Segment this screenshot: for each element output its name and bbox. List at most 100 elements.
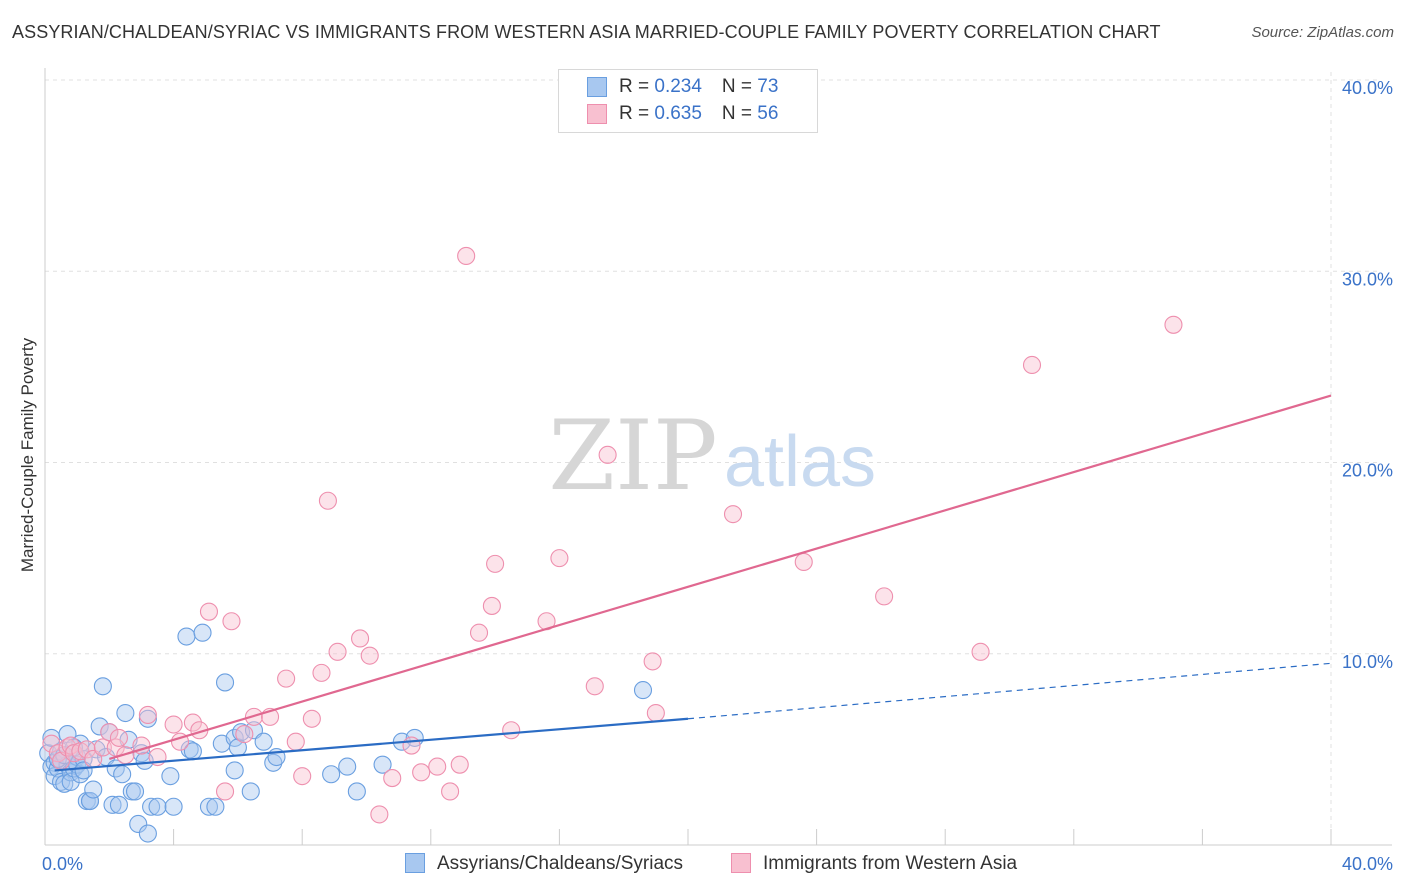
data-point-immigrants	[402, 736, 421, 755]
y-tick-label: 30.0%	[1342, 269, 1393, 289]
data-point-assyrians	[180, 740, 199, 759]
data-point-immigrants	[164, 715, 183, 734]
data-point-assyrians	[142, 797, 161, 816]
data-point-assyrians	[55, 774, 74, 793]
data-point-assyrians	[84, 780, 103, 799]
data-point-assyrians	[90, 717, 109, 736]
data-point-assyrians	[161, 767, 180, 786]
data-point-immigrants	[412, 763, 431, 782]
data-point-assyrians	[264, 753, 283, 772]
legend-r-value: 0.234	[654, 76, 702, 97]
data-point-assyrians	[225, 761, 244, 780]
data-point-assyrians	[254, 732, 273, 751]
source-label: Source: ZipAtlas.com	[1251, 24, 1394, 41]
data-point-immigrants	[1164, 315, 1183, 334]
series-immigrants	[42, 246, 1183, 824]
data-point-immigrants	[450, 755, 469, 774]
data-point-immigrants	[550, 549, 569, 568]
y-tick-label: 20.0%	[1342, 461, 1393, 481]
legend-text: R = 0.635 N = 56	[619, 102, 778, 126]
data-point-immigrants	[138, 705, 157, 725]
data-point-assyrians	[116, 703, 135, 723]
data-point-immigrants	[360, 646, 379, 665]
legend-n-label: N =	[721, 103, 758, 124]
legend-swatch-pink	[587, 104, 607, 124]
x-tick-label: 40.0%	[1342, 854, 1393, 874]
data-point-immigrants	[723, 505, 743, 524]
data-point-immigrants	[302, 709, 321, 728]
data-point-immigrants	[235, 725, 254, 744]
bottom-legend-label: Assyrians/Chaldeans/Syriacs	[437, 853, 684, 874]
data-point-assyrians	[125, 782, 145, 801]
data-point-assyrians	[87, 740, 106, 759]
data-point-immigrants	[370, 805, 389, 824]
data-point-immigrants	[486, 554, 505, 573]
data-point-assyrians	[347, 782, 366, 801]
data-point-assyrians	[80, 791, 100, 811]
data-point-immigrants	[875, 587, 894, 606]
data-point-immigrants	[318, 491, 337, 510]
data-point-assyrians	[138, 709, 157, 728]
data-point-immigrants	[457, 246, 476, 265]
tick-labels: 10.0% 20.0% 30.0% 40.0% 0.0% 40.0%	[42, 78, 1393, 874]
axes	[44, 68, 1392, 846]
data-point-immigrants	[643, 652, 662, 671]
legend-r-value: 0.635	[654, 103, 702, 124]
data-point-assyrians	[164, 797, 183, 816]
bottom-legend-swatch-pink	[731, 853, 751, 873]
data-point-assyrians	[633, 681, 653, 700]
data-point-assyrians	[148, 797, 167, 816]
data-point-assyrians	[215, 673, 235, 692]
data-point-assyrians	[109, 795, 128, 814]
data-point-immigrants	[441, 782, 460, 801]
trend-line-assyrians-extension	[687, 662, 1332, 720]
data-point-assyrians	[322, 765, 341, 784]
stats-legend: R = 0.234 N = 73 R = 0.635 N = 56	[558, 69, 818, 133]
data-point-assyrians	[52, 772, 71, 791]
data-point-immigrants	[351, 629, 370, 648]
legend-r-label: R =	[619, 76, 655, 97]
data-point-immigrants	[293, 767, 312, 786]
data-point-assyrians	[199, 797, 219, 816]
data-point-immigrants	[183, 713, 202, 732]
data-point-assyrians	[206, 797, 225, 816]
data-point-immigrants	[286, 732, 305, 751]
data-point-assyrians	[177, 627, 196, 646]
data-point-immigrants	[469, 623, 489, 642]
legend-r-label: R =	[619, 103, 655, 124]
legend-n-label: N =	[721, 76, 758, 97]
legend-swatch-blue	[587, 77, 607, 97]
trend-line-immigrants	[108, 394, 1332, 760]
data-point-assyrians	[338, 757, 357, 776]
legend-text: R = 0.234 N = 73	[619, 75, 778, 99]
data-point-assyrians	[113, 765, 132, 784]
data-point-immigrants	[428, 757, 447, 776]
data-point-immigrants	[598, 445, 617, 464]
data-point-assyrians	[61, 772, 80, 791]
x-tick-label: 0.0%	[42, 854, 83, 874]
legend-n-value: 73	[757, 76, 779, 97]
data-point-assyrians	[93, 677, 112, 696]
y-axis-label: Married-Couple Family Poverty	[18, 337, 37, 573]
data-point-immigrants	[77, 740, 96, 759]
watermark: ZIP atlas	[548, 400, 876, 512]
series-assyrians	[39, 623, 653, 843]
y-tick-label: 40.0%	[1342, 78, 1393, 98]
data-point-immigrants	[328, 642, 347, 661]
data-point-immigrants	[383, 769, 402, 788]
data-point-immigrants	[199, 602, 219, 621]
data-point-immigrants	[502, 721, 521, 740]
chart-title: ASSYRIAN/CHALDEAN/SYRIAC VS IMMIGRANTS F…	[12, 22, 1161, 42]
watermark-atlas: atlas	[724, 422, 876, 502]
data-point-assyrians	[129, 814, 148, 834]
data-point-assyrians	[241, 782, 260, 801]
data-point-immigrants	[93, 738, 112, 757]
data-point-immigrants	[482, 596, 501, 615]
y-tick-label: 10.0%	[1342, 652, 1393, 672]
data-point-assyrians	[138, 824, 157, 843]
legend-n-value: 56	[757, 103, 779, 124]
bottom-legend-label: Immigrants from Western Asia	[763, 853, 1018, 874]
data-point-assyrians	[373, 755, 392, 774]
trend-line-assyrians	[54, 717, 689, 772]
